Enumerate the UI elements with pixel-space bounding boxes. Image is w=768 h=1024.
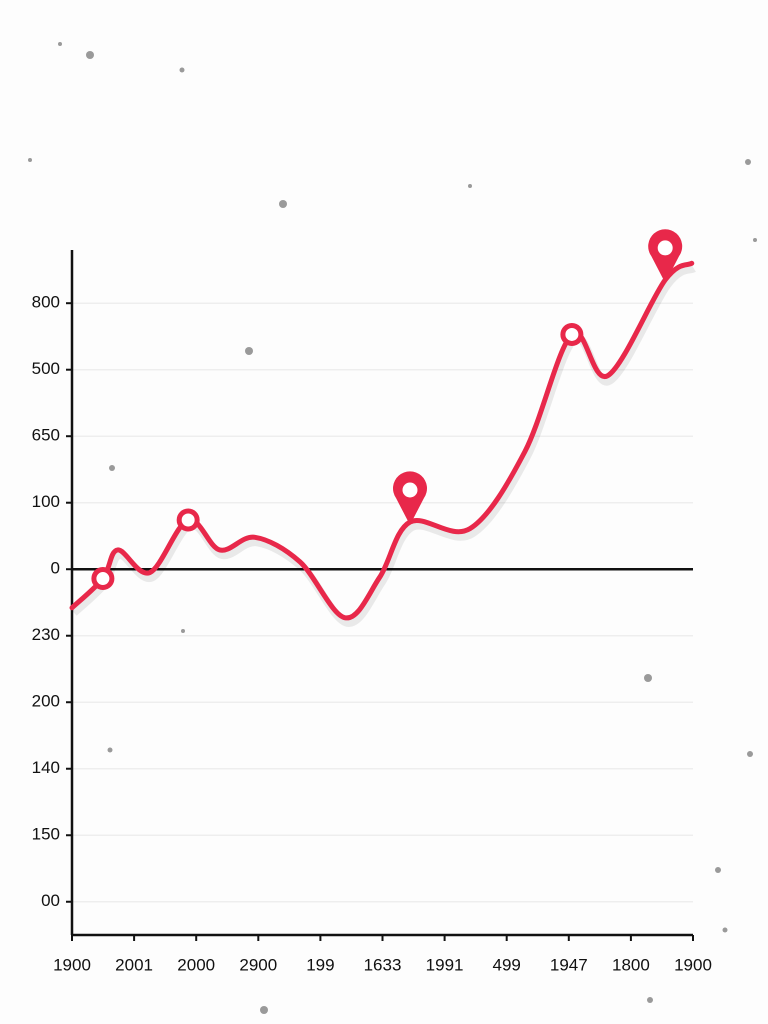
- y-tick-label: 230: [32, 625, 60, 644]
- y-tick-label: 100: [32, 492, 60, 511]
- y-tick-label: 140: [32, 758, 60, 777]
- y-tick-label: 150: [32, 825, 60, 844]
- ring-marker: [91, 567, 115, 591]
- y-tick-label: 00: [41, 891, 60, 910]
- speckles: [28, 42, 757, 1014]
- y-tick-label: 0: [51, 559, 60, 578]
- pin-marker: [648, 229, 683, 283]
- x-tick-label: 2900: [239, 955, 277, 974]
- ring-marker: [176, 508, 200, 532]
- x-tick-label: 1800: [612, 955, 650, 974]
- pin-body: [648, 229, 683, 283]
- line: [69, 260, 695, 621]
- x-tick-label: 1947: [550, 955, 588, 974]
- pin-hole: [402, 482, 418, 498]
- y-tick-label: 200: [32, 692, 60, 711]
- ring-marker: [560, 322, 584, 346]
- x-tick-label: 1633: [364, 955, 402, 974]
- y-tick-label: 650: [32, 426, 60, 445]
- pin-marker: [392, 471, 427, 526]
- x-tick-label: 199: [306, 955, 334, 974]
- x-tick-label: 499: [493, 955, 521, 974]
- x-tick-label: 1991: [426, 955, 464, 974]
- x-tick-label: 1900: [674, 955, 712, 974]
- y-tick-label: 800: [32, 293, 60, 312]
- pin-body: [392, 471, 427, 526]
- x-tick-label: 2001: [115, 955, 153, 974]
- x-tick-label: 1900: [53, 955, 91, 974]
- x-tick-label: 2000: [177, 955, 215, 974]
- pin-hole: [657, 240, 673, 256]
- y-tick-label: 500: [32, 359, 60, 378]
